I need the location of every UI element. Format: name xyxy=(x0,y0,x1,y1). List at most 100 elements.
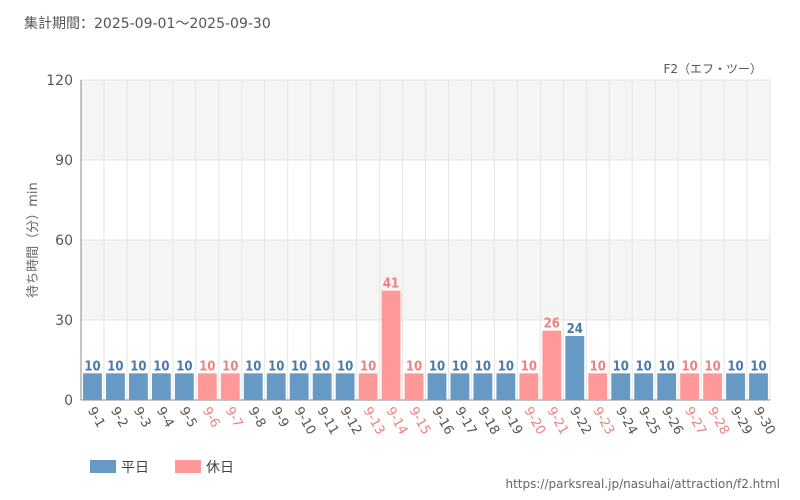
bar-9-8 xyxy=(243,373,263,400)
value-label-9-19: 10 xyxy=(498,359,514,374)
bar-9-15 xyxy=(404,373,424,400)
value-label-9-7: 10 xyxy=(222,359,238,374)
x-tick-label-9-23: 9-23 xyxy=(589,405,617,438)
x-tick-label-9-7: 9-7 xyxy=(222,405,246,431)
value-label-9-18: 10 xyxy=(475,359,491,374)
bar-9-30 xyxy=(749,373,768,400)
x-tick-label-9-1: 9-1 xyxy=(84,405,108,431)
x-tick-label-9-25: 9-25 xyxy=(635,405,663,438)
value-label-9-5: 10 xyxy=(176,359,192,374)
x-tick-label-9-6: 9-6 xyxy=(199,405,223,431)
x-tick-label-9-5: 9-5 xyxy=(176,405,200,431)
legend-swatch-weekday xyxy=(90,460,116,473)
y-tick-label: 0 xyxy=(64,393,73,409)
x-tick-label-9-27: 9-27 xyxy=(681,405,709,438)
value-label-9-12: 10 xyxy=(337,359,353,374)
x-tick-label-9-19: 9-19 xyxy=(497,405,525,438)
value-label-9-15: 10 xyxy=(406,359,422,374)
value-label-9-17: 10 xyxy=(452,359,468,374)
bar-9-10 xyxy=(289,373,309,400)
bar-9-25 xyxy=(634,373,654,400)
x-tick-label-9-4: 9-4 xyxy=(153,405,177,431)
x-tick-label-9-16: 9-16 xyxy=(429,405,457,438)
y-tick-label: 30 xyxy=(55,313,73,329)
x-tick-label-9-14: 9-14 xyxy=(383,405,411,438)
bar-9-24 xyxy=(611,373,631,400)
x-tick-label-9-24: 9-24 xyxy=(612,405,640,438)
value-label-9-16: 10 xyxy=(429,359,445,374)
bar-9-9 xyxy=(266,373,286,400)
x-tick-label-9-29: 9-29 xyxy=(727,405,755,438)
bar-9-17 xyxy=(450,373,470,400)
value-label-9-29: 10 xyxy=(727,359,743,374)
y-tick-label: 120 xyxy=(46,73,73,89)
legend-label-holiday: 休日 xyxy=(206,460,234,476)
bar-9-16 xyxy=(427,373,447,400)
value-label-9-25: 10 xyxy=(636,359,652,374)
value-label-9-23: 10 xyxy=(590,359,606,374)
value-label-9-26: 10 xyxy=(659,359,675,374)
x-tick-label-9-13: 9-13 xyxy=(360,405,388,438)
value-label-9-13: 10 xyxy=(360,359,376,374)
x-tick-label-9-9: 9-9 xyxy=(268,405,292,431)
x-tick-label-9-2: 9-2 xyxy=(107,405,131,431)
bar-9-7 xyxy=(220,373,240,400)
plot-area: 0 30 60 90 120 10 9-1 10 9-2 10 9-3 10 9-4 10 9-5 10 9-6… xyxy=(46,73,778,438)
value-label-9-1: 10 xyxy=(84,359,100,374)
source-url: https://parksreal.jp/nasuhai/attraction/… xyxy=(505,477,780,491)
y-tick-label: 90 xyxy=(55,153,73,169)
value-label-9-11: 10 xyxy=(314,359,330,374)
value-label-9-14: 41 xyxy=(383,277,399,292)
x-tick-label-9-30: 9-30 xyxy=(750,405,778,438)
x-tick-label-9-15: 9-15 xyxy=(406,405,434,438)
x-tick-label-9-21: 9-21 xyxy=(543,405,571,438)
bar-9-27 xyxy=(680,373,700,400)
bar-9-22 xyxy=(565,336,585,400)
value-label-9-4: 10 xyxy=(153,359,169,374)
value-label-9-9: 10 xyxy=(268,359,284,374)
x-tick-label-9-8: 9-8 xyxy=(245,405,269,431)
bar-9-23 xyxy=(588,373,608,400)
value-label-9-28: 10 xyxy=(704,359,720,374)
bar-9-28 xyxy=(703,373,722,400)
legend-swatch-holiday xyxy=(175,460,201,473)
bar-9-21 xyxy=(542,330,562,400)
value-label-9-20: 10 xyxy=(521,359,537,374)
bar-9-11 xyxy=(312,373,332,400)
bar-9-29 xyxy=(726,373,745,400)
value-label-9-27: 10 xyxy=(681,359,697,374)
y-tick-label: 60 xyxy=(55,233,73,249)
legend: 平日 休日 xyxy=(90,460,234,476)
legend-label-weekday: 平日 xyxy=(121,460,149,476)
value-label-9-24: 10 xyxy=(613,359,629,374)
value-label-9-3: 10 xyxy=(130,359,146,374)
y-axis-label: 待ち時間（分）min xyxy=(26,182,41,298)
bar-9-6 xyxy=(197,373,217,400)
value-label-9-22: 24 xyxy=(567,322,583,337)
chart-title: F2（エフ・ツー） xyxy=(663,62,762,76)
bar-9-26 xyxy=(657,373,677,400)
bar-9-14 xyxy=(381,290,401,400)
bar-9-18 xyxy=(473,373,493,400)
bar-9-5 xyxy=(174,373,194,400)
bar-9-1 xyxy=(83,373,102,400)
x-tick-label-9-26: 9-26 xyxy=(658,405,686,438)
x-tick-label-9-18: 9-18 xyxy=(474,405,502,438)
bar-9-12 xyxy=(335,373,355,400)
bar-9-13 xyxy=(358,373,378,400)
value-label-9-10: 10 xyxy=(291,359,307,374)
period-label: 集計期間：2025-09-01～2025-09-30 xyxy=(24,15,271,32)
bar-9-3 xyxy=(129,373,148,400)
value-label-9-6: 10 xyxy=(199,359,215,374)
x-tick-label-9-28: 9-28 xyxy=(704,405,732,438)
x-tick-label-9-22: 9-22 xyxy=(566,405,594,438)
x-tick-label-9-17: 9-17 xyxy=(451,405,479,438)
bar-9-2 xyxy=(106,373,125,400)
value-label-9-2: 10 xyxy=(107,359,123,374)
bar-9-20 xyxy=(519,373,539,400)
x-tick-label-9-20: 9-20 xyxy=(520,405,548,438)
x-tick-label-9-10: 9-10 xyxy=(291,405,319,438)
x-tick-label-9-11: 9-11 xyxy=(314,405,342,438)
value-label-9-21: 26 xyxy=(544,317,560,332)
